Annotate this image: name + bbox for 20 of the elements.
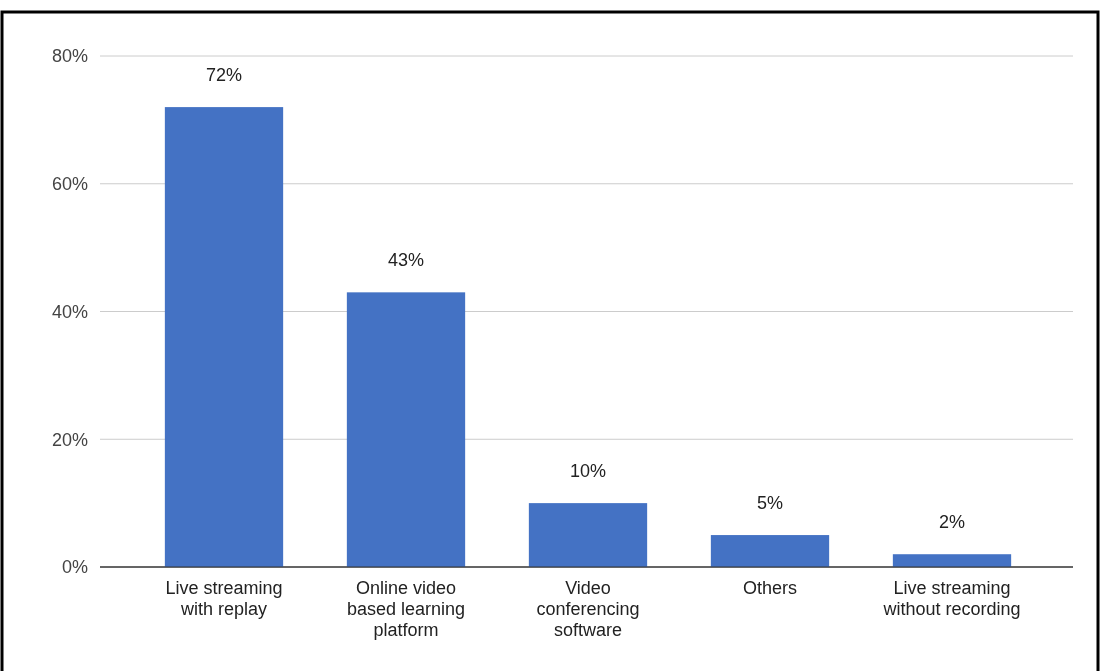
x-tick-label: Live streaming with replay (165, 578, 283, 619)
data-label: 43% (387, 250, 425, 271)
x-tick-label: Others (742, 578, 798, 598)
bar (164, 107, 284, 567)
y-tick-label: 60% (51, 174, 88, 195)
x-tick-label: Video conferencing software (536, 578, 640, 640)
y-tick-label: 40% (51, 301, 88, 322)
bar (710, 535, 830, 567)
data-label: 2% (938, 512, 966, 533)
x-tick-label: Online video based learning platform (346, 578, 466, 640)
data-label: 5% (756, 493, 784, 514)
y-tick-label: 20% (51, 429, 88, 450)
y-tick-label: 0% (61, 557, 88, 578)
y-tick-label: 80% (51, 46, 88, 67)
x-tick-label: Live streaming without recording (882, 578, 1021, 619)
data-label: 72% (205, 65, 243, 86)
bar (892, 554, 1012, 567)
bar (346, 292, 466, 567)
bar (528, 503, 648, 567)
data-label: 10% (569, 461, 607, 482)
